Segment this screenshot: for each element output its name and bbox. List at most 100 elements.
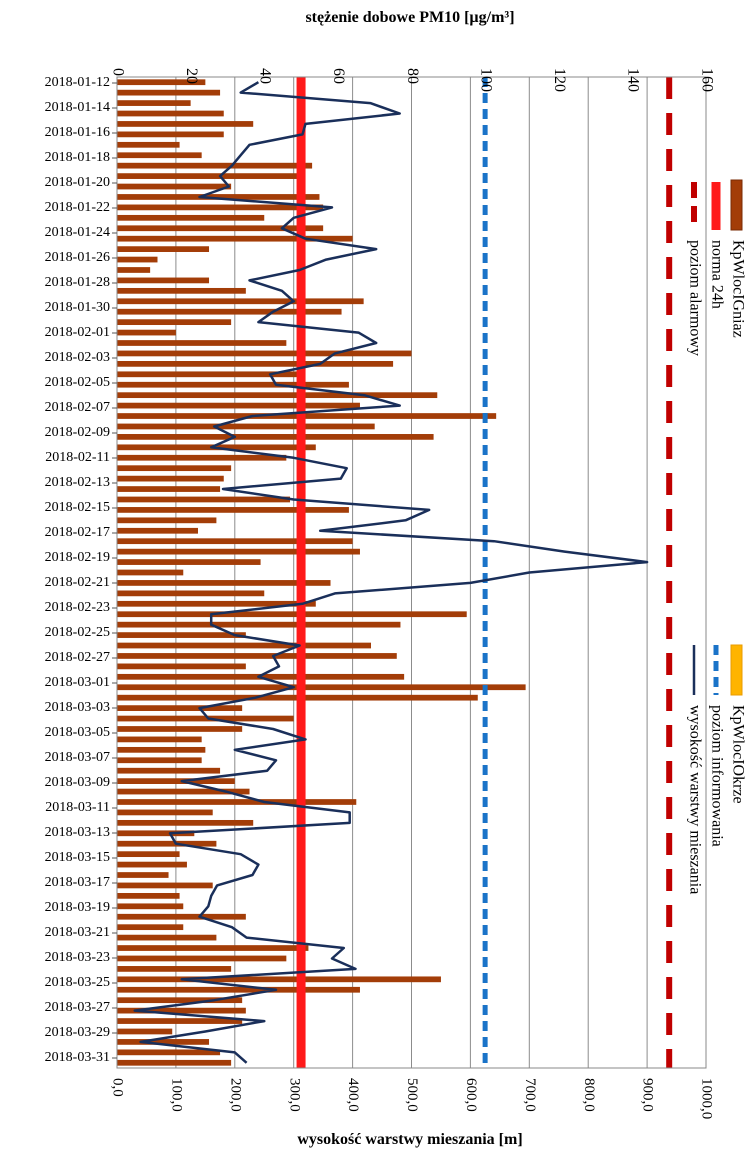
date-axis-ticks: 2018-01-12 2018-01-14 2018-01-16 2018-01-18… xyxy=(45,75,117,1065)
pm10-bar xyxy=(117,976,441,982)
legend-label-info: poziom informowania xyxy=(708,705,725,847)
date-tick-label: 2018-03-19 xyxy=(45,900,110,915)
bottom-tick-label: 400,0 xyxy=(345,1078,361,1112)
legend-label-norma: norma 24h xyxy=(708,240,725,309)
pm10-bar xyxy=(117,288,246,294)
pm10-bar xyxy=(117,903,183,909)
date-tick-label: 2018-01-18 xyxy=(45,150,110,165)
pm10-bar xyxy=(117,163,312,169)
pm10-bar xyxy=(117,726,242,732)
pm10-bar xyxy=(117,267,150,273)
pm10-bar xyxy=(117,517,216,523)
date-tick-label: 2018-03-31 xyxy=(45,1050,110,1065)
pm10-bar xyxy=(117,820,253,826)
pm10-bar xyxy=(117,455,286,461)
pm10-bars xyxy=(117,79,526,1065)
pm10-bar xyxy=(117,747,205,753)
reference-lines xyxy=(301,77,669,1068)
pm10-bar xyxy=(117,622,400,628)
date-tick-label: 2018-03-01 xyxy=(45,675,110,690)
top-tick-label: 80 xyxy=(404,68,421,84)
legend-label-alarm: poziom alarmowy xyxy=(686,240,703,356)
bottom-tick-label: 500,0 xyxy=(404,1078,420,1112)
pm10-bar xyxy=(117,862,187,868)
date-tick-label: 2018-02-11 xyxy=(45,450,110,465)
pm10-bar xyxy=(117,632,246,638)
date-tick-label: 2018-02-07 xyxy=(45,400,110,415)
legend-label-mixing: wysokość warstwy mieszania xyxy=(686,705,703,894)
pm10-bar xyxy=(117,872,169,878)
bottom-tick-label: 800,0 xyxy=(581,1078,597,1112)
date-tick-label: 2018-02-17 xyxy=(45,525,110,540)
date-tick-label: 2018-02-09 xyxy=(45,425,110,440)
pm10-bar xyxy=(117,737,202,743)
pm10-bar xyxy=(117,507,349,513)
date-tick-label: 2018-02-01 xyxy=(45,325,110,340)
bottom-tick-label: 600,0 xyxy=(463,1078,479,1112)
date-tick-label: 2018-01-22 xyxy=(45,200,110,215)
pm10-bar xyxy=(117,945,308,951)
pm10-bar xyxy=(117,1018,242,1024)
date-tick-label: 2018-02-03 xyxy=(45,350,110,365)
top-tick-label: 0 xyxy=(109,68,126,76)
pm10-bar xyxy=(117,100,191,106)
date-tick-label: 2018-01-14 xyxy=(45,100,110,115)
pm10-bar xyxy=(117,298,364,304)
pm10-bar xyxy=(117,757,202,763)
date-tick-label: 2018-03-29 xyxy=(45,1025,110,1040)
date-tick-label: 2018-03-03 xyxy=(45,700,110,715)
pm10-bar xyxy=(117,1029,172,1035)
date-tick-label: 2018-03-17 xyxy=(45,875,110,890)
bottom-axis-title: wysokość warstwy mieszania [m] xyxy=(297,1131,522,1148)
bottom-tick-label: 900,0 xyxy=(640,1078,656,1112)
date-tick-label: 2018-03-11 xyxy=(45,800,110,815)
pm10-bar xyxy=(117,152,202,158)
date-tick-label: 2018-03-25 xyxy=(45,975,110,990)
pm10-bar xyxy=(117,883,213,889)
legend-swatch-gniaz xyxy=(731,180,742,230)
pm10-bar xyxy=(117,132,224,138)
pm10-bar xyxy=(117,330,176,336)
top-tick-label: 40 xyxy=(257,68,274,84)
date-tick-label: 2018-02-21 xyxy=(45,575,110,590)
date-tick-label: 2018-01-26 xyxy=(45,250,110,265)
top-tick-label: 120 xyxy=(551,68,568,92)
pm10-bar xyxy=(117,497,290,503)
top-tick-label: 140 xyxy=(625,68,642,92)
date-tick-label: 2018-02-13 xyxy=(45,475,110,490)
pm10-bar xyxy=(117,257,157,263)
date-tick-label: 2018-03-05 xyxy=(45,725,110,740)
bottom-tick-label: 200,0 xyxy=(227,1078,243,1112)
pm10-bar xyxy=(117,434,434,440)
pm10-bar xyxy=(117,278,209,284)
pm10-bar xyxy=(117,778,235,784)
pm10-bar xyxy=(117,966,231,972)
date-tick-label: 2018-01-20 xyxy=(45,175,110,190)
pm10-bar xyxy=(117,246,209,252)
bottom-tick-label: 300,0 xyxy=(286,1078,302,1112)
top-axis-ticks: 0 20 40 60 80 100 120 140 160 xyxy=(109,68,715,92)
pm10-bar xyxy=(117,893,180,899)
date-tick-label: 2018-01-24 xyxy=(45,225,110,240)
date-tick-label: 2018-03-07 xyxy=(45,750,110,765)
pm10-bar xyxy=(117,590,264,596)
pm10-bar xyxy=(117,476,224,482)
pm10-bar xyxy=(117,413,496,419)
pm10-bar xyxy=(117,956,286,962)
top-tick-label: 160 xyxy=(698,68,715,92)
legend-swatch-okrze xyxy=(731,645,742,695)
legend-label-gniaz: KpWlocIGniaz xyxy=(729,240,746,338)
date-tick-label: 2018-02-25 xyxy=(45,625,110,640)
pm10-bar xyxy=(117,799,356,805)
top-axis-title: stężenie dobowe PM10 [µg/m³] xyxy=(305,9,514,26)
pm10-bar xyxy=(117,924,183,930)
bottom-axis-ticks: 0,0 100,0 200,0 300,0 400,0 500,0 600,0 700,0 80… xyxy=(110,1078,715,1119)
pm10-bar xyxy=(117,851,180,857)
pm10-bar xyxy=(117,549,360,555)
pm10-bar xyxy=(117,486,220,492)
date-tick-label: 2018-01-12 xyxy=(45,75,110,90)
pm10-bar xyxy=(117,1049,220,1055)
pm10-bar xyxy=(117,340,286,346)
pm10-bar xyxy=(117,987,360,993)
